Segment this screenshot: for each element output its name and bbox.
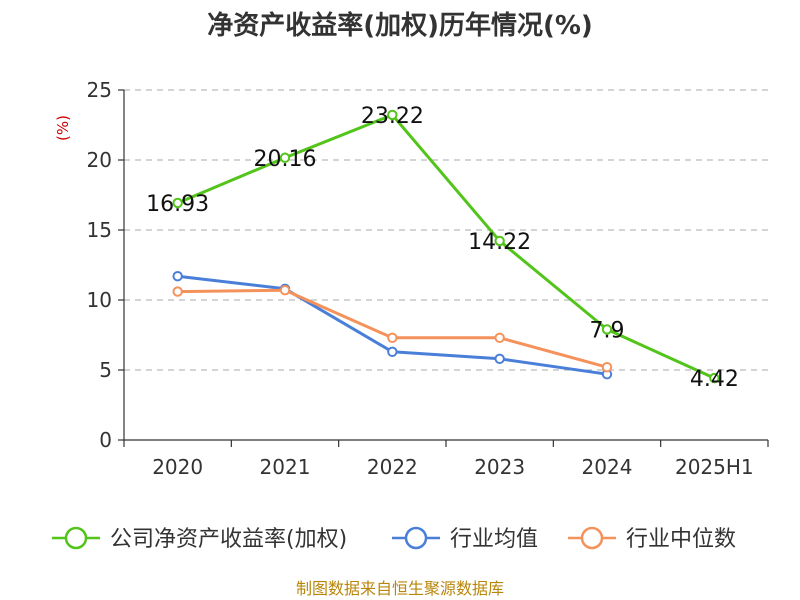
series-2-point-3 (494, 332, 505, 343)
data-label-5: 4.42 (690, 367, 739, 392)
series-2-point-4 (601, 362, 613, 373)
legend-marker-1 (404, 526, 428, 550)
series-2-point-1 (279, 285, 291, 296)
data-label-0: 16.93 (146, 192, 209, 217)
y-tick-label-5: 25 (87, 78, 112, 102)
data-label-1: 20.16 (254, 147, 317, 172)
y-tick-label-3: 15 (87, 218, 112, 242)
x-tick-label-1: 2021 (260, 455, 311, 479)
x-tick-label-0: 2020 (152, 455, 203, 479)
series-0-point-0 (172, 197, 183, 209)
legend-marker-2 (580, 526, 604, 550)
data-labels-layer: 16.93 20.16 23.22 14.22 7.9 4.42 (146, 104, 739, 392)
data-label-4: 7.9 (590, 318, 625, 343)
series-1-point-3 (494, 353, 505, 364)
legend-label-2: 行业中位数 (626, 527, 736, 552)
series-line-0 (177, 113, 715, 380)
y-axis-unit-label: (%) (54, 115, 72, 141)
series-0-point-2 (387, 109, 398, 121)
grid-lines (124, 89, 768, 371)
x-tick-label-3: 2023 (474, 455, 525, 479)
x-tick-label-4: 2024 (582, 455, 633, 479)
series-1-point-2 (387, 346, 398, 357)
legend: 公司净资产收益率(加权) 行业均值 行业中位数 (52, 526, 736, 552)
y-tick-label-1: 5 (99, 358, 112, 382)
y-tick-label-4: 20 (87, 148, 112, 172)
source-note: 制图数据来自恒生聚源数据库 (296, 579, 504, 598)
legend-marker-0 (64, 526, 88, 550)
y-tick-label-0: 0 (99, 428, 112, 452)
x-tick-label-5: 2025H1 (675, 455, 754, 479)
series-1-point-0 (172, 271, 183, 282)
legend-label-0: 公司净资产收益率(加权) (110, 527, 347, 552)
series-0-point-5 (709, 372, 720, 384)
legend-label-1: 行业均值 (450, 527, 538, 552)
y-tick-label-2: 10 (87, 288, 112, 312)
series-2-point-0 (172, 286, 183, 297)
x-tick-label-2: 2022 (367, 455, 418, 479)
chart-title: 净资产收益率(加权)历年情况(%) (207, 10, 593, 41)
series-0-point-1 (279, 152, 291, 163)
series-layer (172, 109, 720, 384)
data-label-3: 14.22 (468, 230, 531, 255)
axes: 0 5 10 15 20 25 2020 2021 2022 2023 2024 2025H1 (87, 78, 769, 479)
series-0-point-4 (601, 324, 613, 335)
data-label-2: 23.22 (361, 104, 424, 129)
series-2-point-2 (387, 332, 398, 343)
series-0-point-3 (494, 235, 505, 247)
